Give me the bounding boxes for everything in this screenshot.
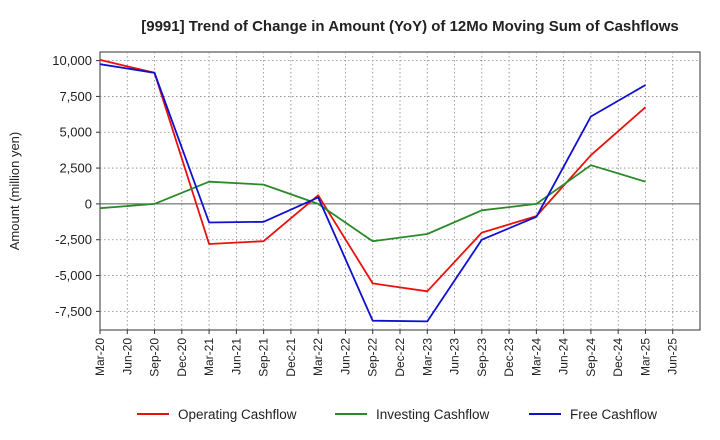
- x-tick-label: Sep-21: [257, 338, 271, 377]
- operating-cashflow-legend-label: Operating Cashflow: [178, 407, 297, 422]
- y-tick-label: 10,000: [52, 53, 92, 68]
- series-lines: [99, 59, 647, 323]
- x-tick-label: Sep-22: [366, 338, 380, 377]
- x-tick-label: Jun-20: [120, 338, 134, 375]
- x-tick-label: Sep-20: [148, 338, 162, 377]
- y-axis-label: Amount (million yen): [7, 132, 22, 251]
- x-tick-label: Sep-24: [584, 338, 598, 377]
- y-tick-label: 7,500: [59, 89, 92, 104]
- investing-cashflow-legend-label: Investing Cashflow: [376, 407, 490, 422]
- x-tick-label: Mar-25: [638, 338, 652, 376]
- legend: Operating Cashflow Investing Cashflow Free…: [137, 407, 657, 422]
- x-tick-label: Dec-22: [393, 338, 407, 377]
- x-tick-label: Jun-21: [229, 338, 243, 375]
- x-tick-label: Dec-24: [611, 338, 625, 377]
- plot-area: [99, 51, 701, 331]
- x-tick-label: Mar-20: [93, 338, 107, 376]
- y-ticks: 10,000 7,500 5,000 2,500 0 -2,500 -5,000 -7,500: [52, 53, 100, 319]
- free-cashflow-line: [99, 63, 646, 323]
- x-tick-label: Dec-23: [502, 338, 516, 377]
- y-tick-label: 5,000: [59, 125, 92, 140]
- x-tick-label: Jun-23: [448, 338, 462, 375]
- x-tick-label: Mar-24: [529, 338, 543, 376]
- x-tick-label: Mar-21: [202, 338, 216, 376]
- x-tick-label: Jun-24: [557, 338, 571, 375]
- investing-cashflow-line: [99, 164, 646, 243]
- x-tick-label: Mar-23: [420, 338, 434, 376]
- x-tick-label: Jun-22: [338, 338, 352, 375]
- y-tick-label: -5,000: [55, 268, 92, 283]
- chart-title: [9991] Trend of Change in Amount (YoY) o…: [141, 18, 679, 35]
- x-tick-label: Mar-22: [311, 338, 325, 376]
- x-tick-label: Dec-20: [175, 338, 189, 377]
- x-tick-label: Dec-21: [284, 338, 298, 377]
- x-ticks: Mar-20 Jun-20 Sep-20 Dec-20 Mar-21 Jun-21 Sep-…: [93, 330, 680, 377]
- y-tick-label: 0: [85, 196, 92, 211]
- y-tick-label: 2,500: [59, 161, 92, 176]
- free-cashflow-legend-label: Free Cashflow: [570, 407, 657, 422]
- operating-cashflow-line: [99, 59, 647, 293]
- x-tick-label: Sep-23: [475, 338, 489, 377]
- x-tick-label: Jun-25: [666, 338, 680, 375]
- y-tick-label: -2,500: [55, 232, 92, 247]
- grid: [100, 52, 700, 330]
- y-tick-label: -7,500: [55, 304, 92, 319]
